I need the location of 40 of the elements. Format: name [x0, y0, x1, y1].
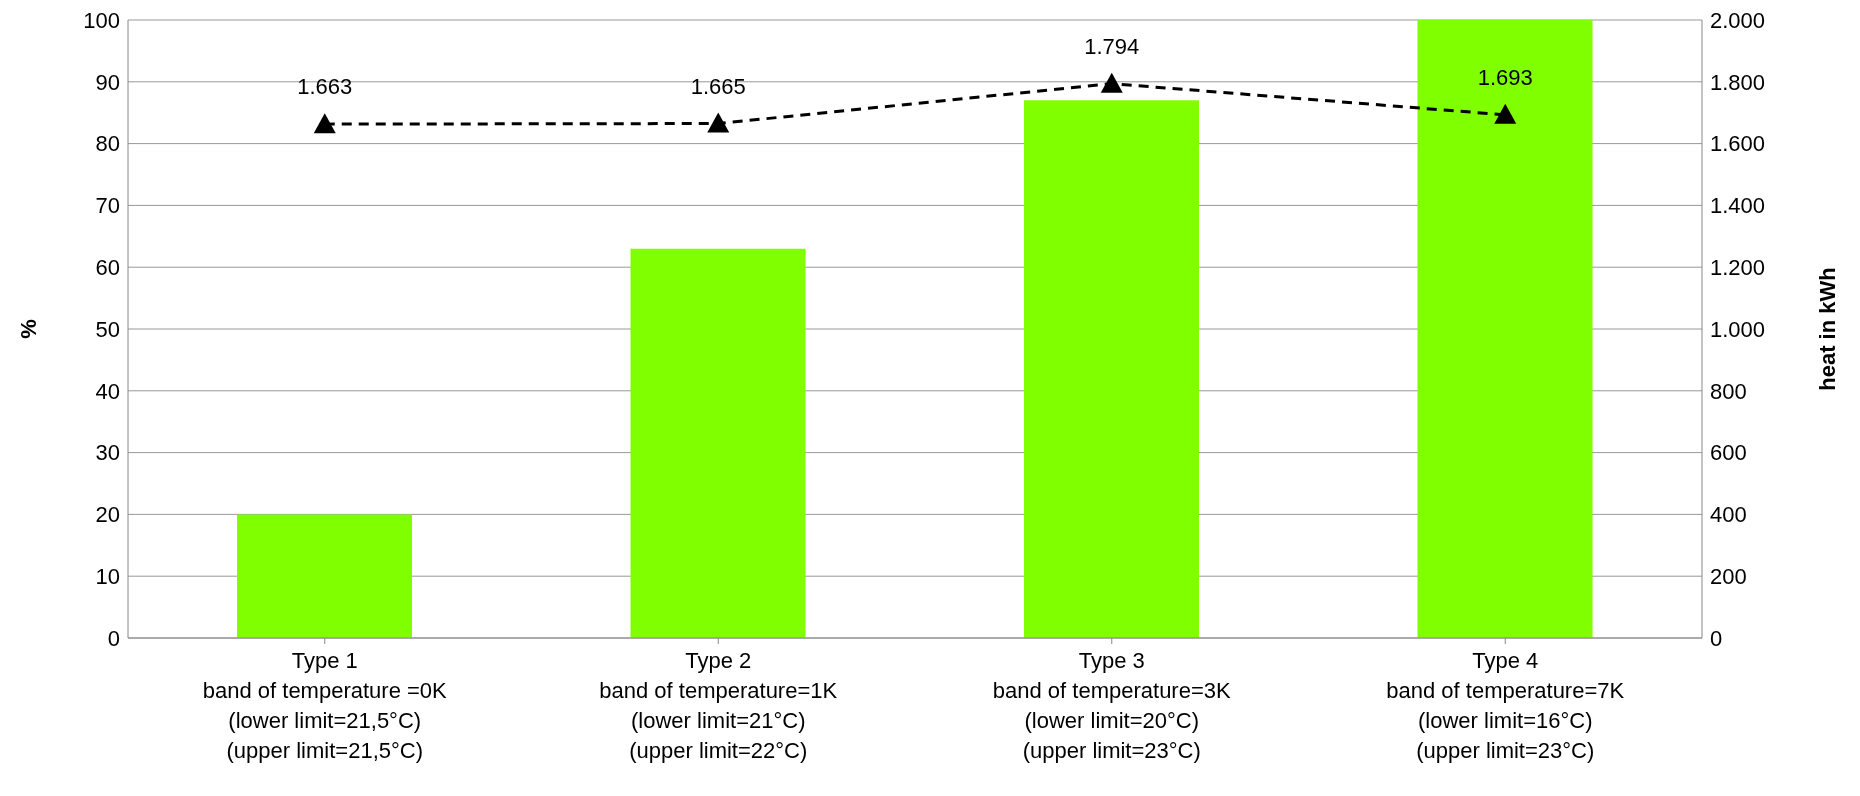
y-tick-label: 30	[95, 440, 120, 466]
y2-tick-label: 1.000	[1710, 316, 1766, 342]
point	[1100, 72, 1123, 93]
y2-tick-label: 600	[1710, 440, 1747, 466]
x-tick-label: Type 1 band of temperature =0K (lower limit=21,5°C) (upper limit=21,5°C)	[202, 648, 448, 763]
y-tick-label: 100	[83, 7, 120, 33]
x-tick-label: Type 3 band of temperature=3K (lower limit=20°C) (upper limit=23°C)	[992, 648, 1232, 763]
data-label: 1.693	[1477, 64, 1533, 90]
y-axis-title: %	[15, 319, 41, 339]
data-label: 1.665	[690, 73, 746, 99]
bar	[1024, 100, 1199, 638]
point	[1494, 103, 1517, 124]
y2-tick-label: 400	[1710, 502, 1747, 528]
y-tick-label: 90	[95, 69, 120, 95]
y2-tick-label: 800	[1710, 378, 1747, 404]
y2-tick-label: 1.200	[1710, 255, 1766, 281]
y-tick-label: 40	[95, 378, 120, 404]
y2-tick-label: 1.400	[1710, 193, 1766, 219]
bar	[237, 514, 412, 638]
y-tick-label: 0	[107, 625, 120, 651]
x-tick-label: Type 2 band of temperature=1K (lower limit=21°C) (upper limit=22°C)	[599, 648, 838, 763]
y-tick-label: 60	[95, 255, 120, 281]
y2-tick-label: 200	[1710, 564, 1747, 590]
y2-tick-label: 1.800	[1710, 69, 1766, 95]
data-label: 1.663	[297, 74, 353, 100]
x-tick-label: Type 4 band of temperature=7K (lower limit=16°C) (upper limit=23°C)	[1386, 648, 1625, 763]
y2-axis-title: heat in kWh	[1814, 267, 1840, 391]
y-tick-label: 50	[95, 316, 120, 342]
y2-tick-label: 2.000	[1710, 7, 1766, 33]
bar	[1417, 20, 1593, 638]
y2-tick-label: 0	[1710, 625, 1723, 651]
point	[707, 112, 730, 133]
y-tick-label: 10	[95, 564, 120, 590]
bar	[630, 248, 806, 638]
y-tick-label: 20	[95, 502, 120, 528]
y-tick-label: 70	[95, 193, 120, 219]
y2-tick-label: 1.600	[1710, 131, 1766, 157]
point	[313, 113, 336, 134]
data-label: 1.794	[1084, 33, 1140, 59]
y-tick-label: 80	[95, 131, 120, 157]
